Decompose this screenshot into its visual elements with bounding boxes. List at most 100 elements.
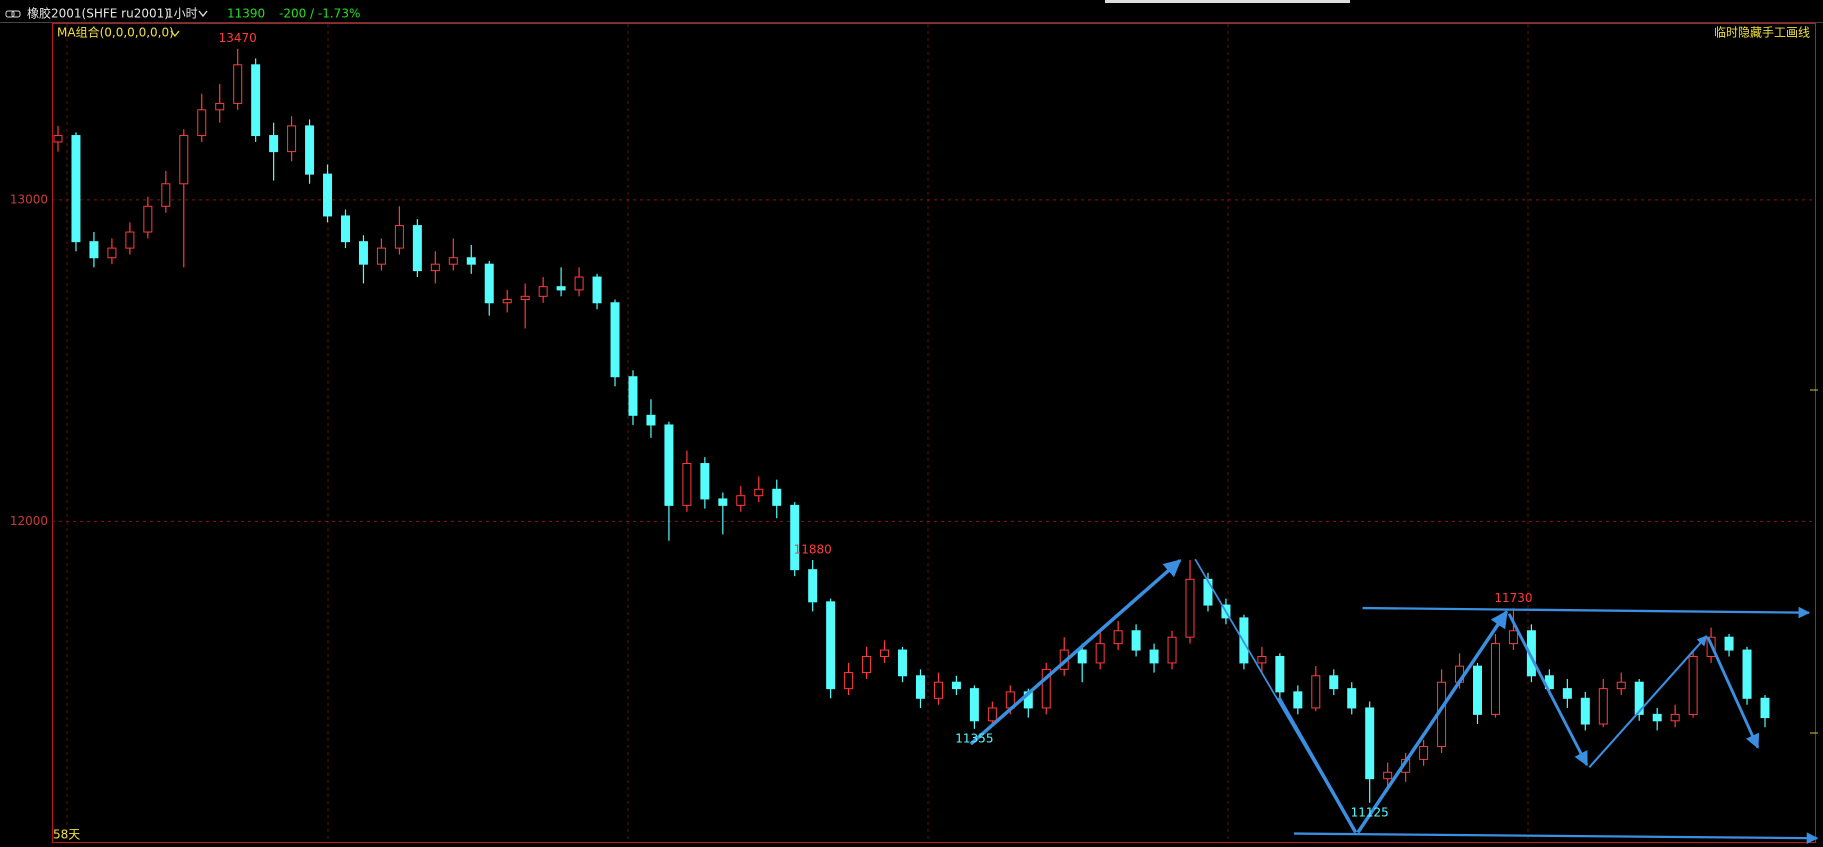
candle-body <box>107 247 117 259</box>
candle-body <box>1724 636 1734 651</box>
candle-body <box>610 302 620 378</box>
candle-body <box>251 64 261 137</box>
candle-body <box>323 173 333 217</box>
hide-drawings-toggle[interactable]: 临时隐藏手工画线 <box>1714 26 1810 40</box>
candle-body <box>1113 630 1123 645</box>
price-change: -200 / -1.73% <box>279 7 360 21</box>
candle-body <box>1383 771 1393 780</box>
candle-body <box>1760 697 1770 719</box>
right-markers <box>1810 389 1818 734</box>
candle-body <box>502 299 512 304</box>
candle-body <box>1041 668 1051 709</box>
candle-body <box>71 135 81 243</box>
candle-body <box>143 205 153 233</box>
candle-body <box>1688 655 1698 715</box>
candle-body <box>1508 630 1518 645</box>
candle-body <box>520 295 530 301</box>
candle-body <box>412 225 422 272</box>
candle-body <box>772 488 782 506</box>
candle-body <box>89 241 99 259</box>
candle-body <box>179 135 189 185</box>
candle-body <box>1742 649 1752 699</box>
high-label: 11730 <box>1494 591 1532 605</box>
candle-body <box>1311 675 1321 709</box>
candle-body <box>538 286 548 297</box>
candle-body <box>969 688 979 722</box>
candle-body <box>340 215 350 243</box>
candle-body <box>1580 697 1590 725</box>
candle-body <box>1131 630 1141 651</box>
candle-body <box>1634 681 1644 715</box>
trend-lines <box>969 558 1819 844</box>
candle-body <box>1347 688 1357 709</box>
candle-body <box>682 463 692 506</box>
candle-body <box>394 225 404 249</box>
high-label: 13470 <box>219 31 257 45</box>
indicator-label[interactable]: MA组合(0,0,0,0,0,0) <box>57 25 174 40</box>
candle-body <box>1077 649 1087 664</box>
high-label: 11880 <box>794 543 832 557</box>
candle-body <box>358 241 368 265</box>
candle-body <box>215 102 225 111</box>
period[interactable]: 1小时 <box>166 7 198 21</box>
candles <box>52 48 1816 803</box>
candle-body <box>1670 713 1680 722</box>
candle-body <box>1185 578 1195 638</box>
candle-body <box>915 675 925 699</box>
candle-body <box>808 569 818 603</box>
candle-body <box>898 649 908 677</box>
low-label: 11125 <box>1351 805 1389 819</box>
candle-body <box>448 257 458 265</box>
candle-body <box>269 135 279 153</box>
candle-body <box>880 649 890 657</box>
symbol[interactable]: 橡胶2001(SHFE ru2001) <box>27 6 169 21</box>
candle-body <box>718 498 728 506</box>
candle-body <box>1652 713 1662 722</box>
candle-body <box>664 424 674 506</box>
candle-body <box>1365 707 1375 780</box>
link-icon <box>5 10 21 18</box>
candle-body <box>1598 688 1608 725</box>
vertical-grid <box>66 24 1529 842</box>
candle-body <box>466 257 476 265</box>
candle-body <box>1526 630 1536 677</box>
candle-body <box>574 276 584 291</box>
candle-body <box>951 681 961 690</box>
y-tick-label: 13000 <box>10 192 48 206</box>
candle-body <box>700 463 710 500</box>
span-label: 58天 <box>53 828 80 842</box>
candle-body <box>53 135 63 143</box>
candle-body <box>556 286 566 291</box>
candle-body <box>790 504 800 571</box>
candle-body <box>736 495 746 506</box>
candle-body <box>1203 578 1213 606</box>
period-dropdown[interactable] <box>198 10 208 18</box>
candle-body <box>305 125 315 175</box>
candle-body <box>628 376 638 416</box>
candle-body <box>484 263 494 304</box>
candle-body <box>376 247 386 265</box>
candle-body <box>987 707 997 722</box>
candle-body <box>1275 655 1285 693</box>
candle-body <box>1257 655 1267 664</box>
candle-body <box>161 183 171 207</box>
candle-body <box>1329 675 1339 690</box>
candle-body <box>1149 649 1159 664</box>
candle-body <box>862 655 872 674</box>
indicator-dropdown[interactable] <box>170 30 180 38</box>
scroll-indicator <box>1105 0 1350 3</box>
candle-body <box>1562 688 1572 699</box>
candle-body <box>233 64 243 104</box>
low-label: 11355 <box>955 731 993 745</box>
candle-body <box>1616 681 1626 690</box>
last-price: 11390 <box>227 7 265 21</box>
candle-body <box>844 672 854 690</box>
candle-body <box>287 125 297 153</box>
candle-body <box>1293 691 1303 709</box>
candle-body <box>592 276 602 304</box>
candle-body <box>646 414 656 426</box>
candle-body <box>933 681 943 699</box>
candle-body <box>197 109 207 137</box>
